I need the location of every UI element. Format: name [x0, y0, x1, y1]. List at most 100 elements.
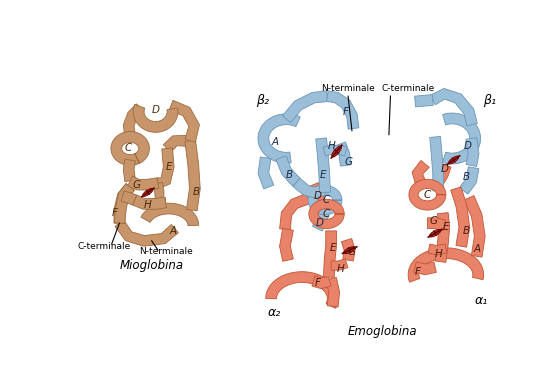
Polygon shape: [258, 114, 300, 163]
Ellipse shape: [332, 146, 341, 157]
Polygon shape: [312, 208, 330, 231]
Polygon shape: [309, 183, 326, 206]
Polygon shape: [408, 248, 484, 282]
Polygon shape: [169, 100, 200, 142]
Text: G: G: [345, 157, 353, 167]
Ellipse shape: [344, 247, 356, 253]
Polygon shape: [258, 157, 274, 189]
Text: B: B: [463, 226, 469, 236]
Polygon shape: [335, 142, 351, 166]
Text: D: D: [464, 141, 471, 151]
Polygon shape: [323, 146, 347, 156]
Polygon shape: [464, 195, 485, 257]
Polygon shape: [432, 164, 451, 187]
Text: G: G: [430, 216, 438, 226]
Polygon shape: [443, 113, 480, 164]
Text: F: F: [112, 208, 118, 218]
Text: C: C: [424, 190, 431, 200]
Polygon shape: [123, 104, 144, 137]
Text: D: D: [440, 164, 448, 174]
Polygon shape: [324, 231, 336, 277]
Text: E: E: [330, 243, 336, 253]
Polygon shape: [412, 161, 429, 186]
Polygon shape: [133, 195, 166, 209]
Text: F: F: [414, 267, 420, 277]
Text: G: G: [347, 247, 355, 257]
Polygon shape: [141, 203, 198, 226]
Polygon shape: [312, 276, 331, 289]
Polygon shape: [326, 278, 340, 307]
Text: C: C: [125, 144, 132, 154]
Polygon shape: [435, 213, 450, 262]
Polygon shape: [451, 187, 470, 247]
Polygon shape: [326, 91, 359, 129]
Polygon shape: [316, 138, 330, 193]
Text: F: F: [343, 106, 349, 116]
Polygon shape: [293, 178, 326, 198]
Polygon shape: [114, 184, 135, 224]
Text: E: E: [320, 170, 326, 180]
Text: H: H: [144, 200, 152, 210]
Polygon shape: [466, 138, 479, 167]
Polygon shape: [308, 185, 342, 215]
Text: G: G: [132, 180, 140, 190]
Polygon shape: [430, 136, 444, 191]
Polygon shape: [123, 159, 136, 182]
Polygon shape: [128, 176, 158, 190]
Polygon shape: [459, 167, 479, 194]
Ellipse shape: [429, 229, 441, 237]
Polygon shape: [280, 194, 310, 230]
Polygon shape: [133, 104, 178, 132]
Polygon shape: [409, 179, 446, 210]
Polygon shape: [185, 140, 200, 211]
Text: C: C: [323, 209, 330, 219]
Polygon shape: [430, 88, 477, 126]
Text: α₂: α₂: [267, 306, 280, 319]
Polygon shape: [266, 272, 338, 308]
Text: D: D: [313, 191, 321, 201]
Text: N-terminale: N-terminale: [139, 247, 192, 256]
Text: Emoglobina: Emoglobina: [348, 325, 418, 338]
Text: B: B: [463, 172, 469, 182]
Text: H: H: [434, 249, 442, 259]
Polygon shape: [121, 191, 137, 205]
Polygon shape: [115, 220, 178, 246]
Polygon shape: [156, 148, 174, 188]
Text: A: A: [271, 137, 279, 147]
Text: A: A: [473, 243, 480, 253]
Polygon shape: [414, 262, 436, 275]
Polygon shape: [415, 94, 433, 107]
Text: H: H: [328, 141, 336, 151]
Text: C-terminale: C-terminale: [77, 242, 131, 251]
Text: D: D: [152, 105, 160, 115]
Text: β₁: β₁: [483, 94, 496, 107]
Text: β₂: β₂: [256, 94, 269, 107]
Text: C-terminale: C-terminale: [381, 84, 435, 93]
Text: D: D: [316, 218, 324, 228]
Text: N-terminale: N-terminale: [321, 84, 375, 93]
Polygon shape: [153, 182, 166, 207]
Text: F: F: [314, 278, 320, 288]
Text: H: H: [336, 264, 344, 275]
Polygon shape: [276, 156, 300, 186]
Text: Mioglobina: Mioglobina: [120, 259, 184, 272]
Polygon shape: [331, 259, 348, 270]
Text: A: A: [170, 226, 177, 236]
Polygon shape: [111, 132, 150, 166]
Ellipse shape: [448, 156, 459, 164]
Text: E: E: [166, 162, 172, 172]
Polygon shape: [163, 136, 190, 152]
Text: C: C: [322, 195, 329, 205]
Polygon shape: [341, 238, 355, 261]
Polygon shape: [428, 218, 446, 231]
Text: α₁: α₁: [475, 294, 488, 307]
Polygon shape: [309, 199, 344, 228]
Text: E: E: [443, 222, 449, 232]
Ellipse shape: [143, 189, 153, 196]
Polygon shape: [282, 91, 328, 122]
Polygon shape: [114, 184, 135, 223]
Polygon shape: [280, 228, 294, 261]
Text: B: B: [285, 170, 292, 180]
Text: B: B: [193, 187, 200, 197]
Polygon shape: [428, 244, 446, 255]
